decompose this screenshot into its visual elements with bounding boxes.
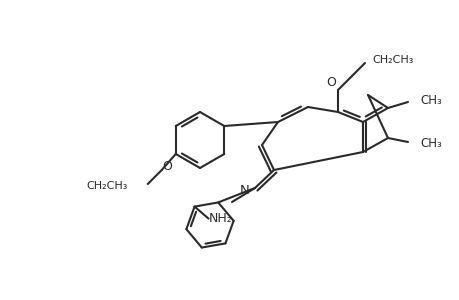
Text: N: N <box>240 184 249 196</box>
Text: NH₂: NH₂ <box>208 212 232 225</box>
Text: CH₂CH₃: CH₂CH₃ <box>371 55 413 65</box>
Text: O: O <box>325 76 335 88</box>
Text: CH₃: CH₃ <box>419 136 441 149</box>
Text: CH₂CH₃: CH₂CH₃ <box>86 181 128 191</box>
Text: CH₃: CH₃ <box>419 94 441 106</box>
Text: O: O <box>162 160 171 172</box>
